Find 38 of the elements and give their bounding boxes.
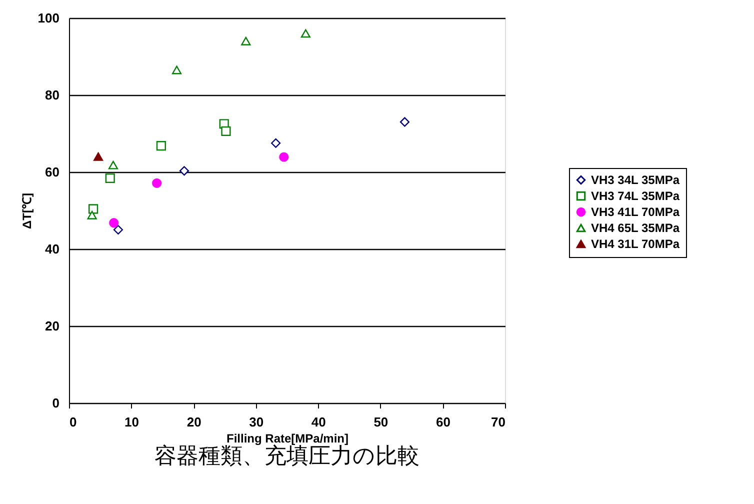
- point: [108, 160, 118, 170]
- x-tick-label: 50: [374, 414, 388, 430]
- x-tick-label: 0: [70, 414, 77, 430]
- point: [152, 178, 162, 188]
- point: [221, 126, 231, 136]
- x-tick-label: 10: [124, 414, 140, 430]
- y-tick-label: 20: [45, 318, 60, 334]
- point: [241, 36, 251, 46]
- legend-label: VH3 34L 35MPa: [591, 173, 680, 187]
- point: [109, 218, 119, 228]
- point: [172, 66, 182, 74]
- point: [156, 141, 166, 151]
- point: [179, 166, 190, 176]
- x-tick-label: 30: [249, 414, 264, 430]
- x-tick-label: 20: [186, 414, 202, 430]
- point: [87, 210, 97, 220]
- x-tick-label: 70: [491, 414, 506, 430]
- y-tick-label: 80: [45, 88, 60, 102]
- point: [279, 152, 289, 162]
- y-tick-label: 40: [45, 242, 60, 256]
- point: [400, 117, 410, 127]
- y-tick-label: 0: [52, 396, 60, 410]
- y-axis-title: ΔT[℃]: [20, 193, 34, 229]
- point: [271, 138, 281, 148]
- point: [93, 152, 104, 161]
- x-axis-title: Filling Rate[MPa/min]: [226, 432, 349, 446]
- point: [88, 204, 98, 214]
- legend-label: VH3 41L 70MPa: [591, 205, 680, 219]
- point: [113, 224, 123, 235]
- legend-label: VH3 74L 35MPa: [591, 189, 680, 203]
- x-tick-label: 60: [436, 414, 450, 430]
- y-tick-label: 60: [45, 164, 60, 180]
- point: [105, 173, 115, 183]
- legend-label: VH4 31L 70MPa: [591, 237, 680, 251]
- y-tick-label: 100: [38, 10, 60, 26]
- x-tick-label: 40: [311, 414, 326, 430]
- point: [300, 29, 310, 38]
- legend-label: VH4 65L 35MPa: [591, 221, 680, 235]
